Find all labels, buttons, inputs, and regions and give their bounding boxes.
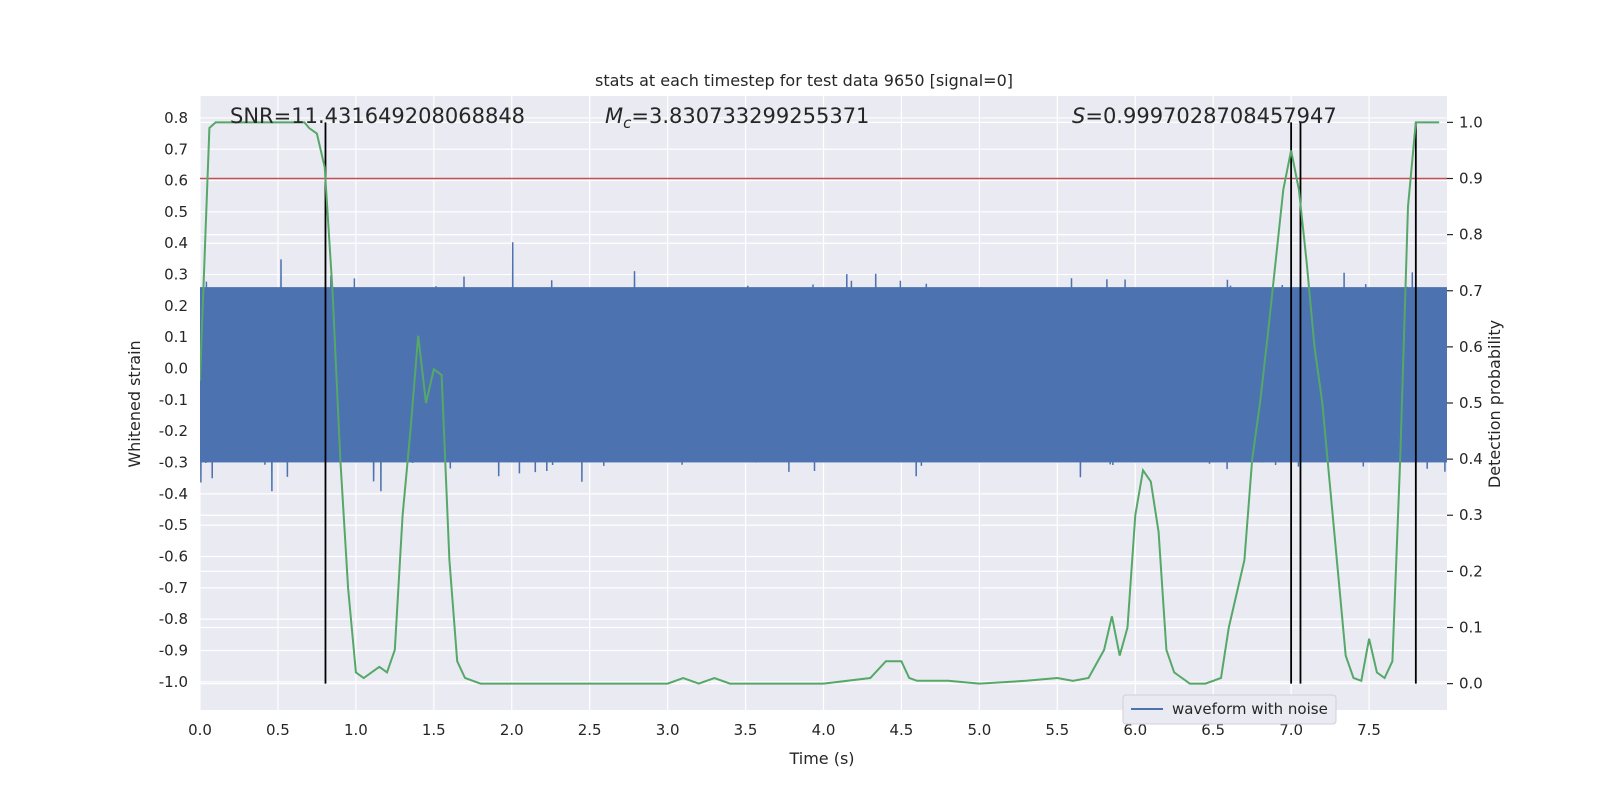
x-tick-labels: 0.0 0.5 1.0 1.5 2.0 2.5 3.0 3.5 4.0 4.5 5.0 5.5 6.0 6… (188, 721, 1381, 739)
y2-tick-label: 0.4 (1459, 450, 1483, 468)
y-tick-label: 0.5 (164, 203, 188, 221)
y2-tick-label: 0.7 (1459, 282, 1483, 300)
x-tick-label: 3.5 (734, 721, 758, 739)
y-tick-label: -0.3 (159, 454, 188, 472)
x-tick-label: 7.5 (1357, 721, 1381, 739)
y-tick-label: 0.0 (164, 360, 188, 378)
y-tick-label: -0.7 (159, 579, 188, 597)
y-tick-labels: 0.8 0.7 0.6 0.5 0.4 0.3 0.2 0.1 0.0 -0.1 -0.2 -0.3 -… (159, 109, 188, 691)
x-tick-label: 7.0 (1279, 721, 1303, 739)
x-tick-label: 1.5 (422, 721, 446, 739)
chirp-mass-symbol: M (605, 104, 623, 128)
x-tick-label: 2.5 (578, 721, 602, 739)
y-tick-label: -1.0 (159, 673, 188, 691)
y2-tick-label: 0.0 (1459, 675, 1483, 693)
y-tick-label: -0.5 (159, 516, 188, 534)
y-tick-label: 0.2 (164, 297, 188, 315)
x-tick-label: 0.0 (188, 721, 212, 739)
y-tick-label: 0.6 (164, 172, 188, 190)
y-tick-label: -0.4 (159, 485, 188, 503)
y-tick-label: 0.3 (164, 266, 188, 284)
s-annotation: S=0.9997028708457947 (1072, 104, 1337, 128)
y2-tick-label: 0.2 (1459, 562, 1483, 580)
snr-annotation: SNR=11.431649208068848 (230, 104, 525, 128)
y2-axis-label: Detection probability (1485, 320, 1504, 488)
chirp-mass-value: =3.830733299255371 (631, 104, 869, 128)
x-tick-label: 0.5 (266, 721, 290, 739)
y-tick-label: -0.9 (159, 641, 188, 659)
s-value: =0.9997028708457947 (1085, 104, 1336, 128)
y-tick-label: -0.8 (159, 610, 188, 628)
legend: waveform with noise (1122, 694, 1337, 725)
y2-tick-label: 0.3 (1459, 506, 1483, 524)
x-tick-label: 2.0 (500, 721, 524, 739)
y2-tick-labels: 1.0 0.9 0.8 0.7 0.6 0.5 0.4 0.3 0.2 0.1 0.0 (1447, 113, 1483, 693)
y2-tick-label: 0.1 (1459, 618, 1483, 636)
y-tick-label: 0.8 (164, 109, 188, 127)
x-tick-label: 6.0 (1123, 721, 1147, 739)
y2-tick-label: 1.0 (1459, 113, 1483, 131)
y2-tick-label: 0.8 (1459, 226, 1483, 244)
vertical-markers (324, 122, 1417, 684)
x-tick-label: 5.0 (967, 721, 991, 739)
y-tick-label: 0.7 (164, 140, 188, 158)
chirp-mass-annotation: Mc=3.830733299255371 (605, 104, 869, 132)
y-tick-label: -0.2 (159, 422, 188, 440)
y2-tick-label: 0.6 (1459, 338, 1483, 356)
y-tick-label: -0.6 (159, 548, 188, 566)
s-symbol: S (1072, 104, 1085, 128)
legend-label: waveform with noise (1172, 700, 1328, 718)
y-tick-label: 0.1 (164, 328, 188, 346)
y2-tick-label: 0.9 (1459, 170, 1483, 188)
waveform-noise-band (200, 287, 1447, 463)
x-tick-label: 5.5 (1045, 721, 1069, 739)
y2-tick-label: 0.5 (1459, 394, 1483, 412)
y-tick-label: 0.4 (164, 234, 188, 252)
x-axis-label: Time (s) (788, 749, 854, 768)
legend-box (1122, 694, 1337, 725)
chirp-mass-subscript: c (623, 114, 632, 132)
x-tick-label: 4.5 (890, 721, 914, 739)
x-tick-label: 4.0 (812, 721, 836, 739)
detection-probability-series (200, 121, 1440, 685)
x-tick-label: 1.0 (344, 721, 368, 739)
x-tick-label: 3.0 (656, 721, 680, 739)
y-axis-label: Whitened strain (125, 340, 144, 467)
x-tick-label: 6.5 (1201, 721, 1225, 739)
y-tick-label: -0.1 (159, 391, 188, 409)
chart-title: stats at each timestep for test data 965… (595, 71, 1013, 90)
